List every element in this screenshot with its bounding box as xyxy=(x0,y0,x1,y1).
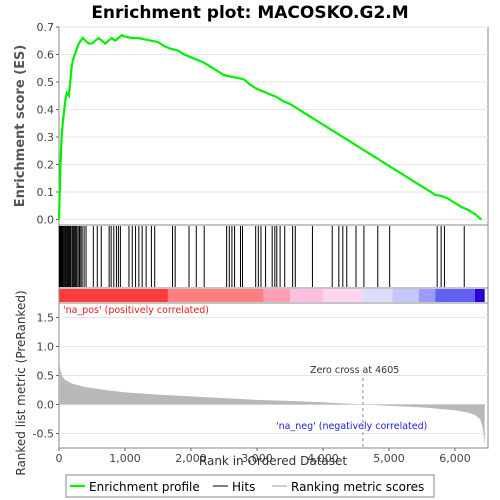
es-tick-label: 0.1 xyxy=(37,186,55,199)
heatmap-segment xyxy=(435,289,475,302)
chart-title: Enrichment plot: MACOSKO.G2.M xyxy=(91,3,408,23)
metric-axis-label: Ranked list metric (PreRanked) xyxy=(14,290,28,475)
x-tick-label: 5,000 xyxy=(373,452,405,465)
ranking-heatmap-band xyxy=(59,289,485,302)
metric-tick-label: 1.0 xyxy=(37,341,55,354)
es-tick-label: 0.4 xyxy=(37,104,55,117)
metric-tick-label: 0.5 xyxy=(37,370,55,383)
positive-correlation-label: 'na_pos' (positively correlated) xyxy=(63,305,209,316)
heatmap-segment xyxy=(392,289,418,302)
heatmap-segment xyxy=(264,289,290,302)
es-tick-label: 0.5 xyxy=(37,76,55,89)
x-tick-label: 0 xyxy=(56,452,63,465)
legend-enrichment-label: Enrichment profile xyxy=(89,480,200,494)
x-tick-label: 1,000 xyxy=(109,452,141,465)
es-tick-label: 0.0 xyxy=(37,214,55,227)
legend-hits-label: Hits xyxy=(232,480,255,494)
es-axis-label: Enrichment score (ES) xyxy=(13,45,28,208)
x-axis-label: Rank in Ordered Dataset xyxy=(199,454,347,468)
hits-panel-frame xyxy=(59,225,488,288)
x-tick-label: 6,000 xyxy=(439,452,471,465)
metric-tick-label: 0.0 xyxy=(37,399,55,412)
zero-cross-label: Zero cross at 4605 xyxy=(310,365,399,376)
es-tick-label: 0.3 xyxy=(37,131,55,144)
heatmap-segment xyxy=(290,289,323,302)
heatmap-segment xyxy=(59,289,168,302)
heatmap-segment xyxy=(475,289,485,302)
es-tick-label: 0.6 xyxy=(37,49,55,62)
legend-metric-label: Ranking metric scores xyxy=(291,480,424,494)
negative-correlation-label: 'na_neg' (negatively correlated) xyxy=(276,421,427,432)
heatmap-segment xyxy=(323,289,363,302)
metric-tick-label: -0.5 xyxy=(33,428,54,441)
metric-tick-label: 1.5 xyxy=(37,312,55,325)
es-tick-label: 0.7 xyxy=(37,21,55,34)
es-tick-label: 0.2 xyxy=(37,159,55,172)
heatmap-segment xyxy=(168,289,264,302)
heatmap-segment xyxy=(419,289,436,302)
legend: Enrichment profile Hits Ranking metric s… xyxy=(66,475,434,497)
heatmap-segment xyxy=(363,289,393,302)
